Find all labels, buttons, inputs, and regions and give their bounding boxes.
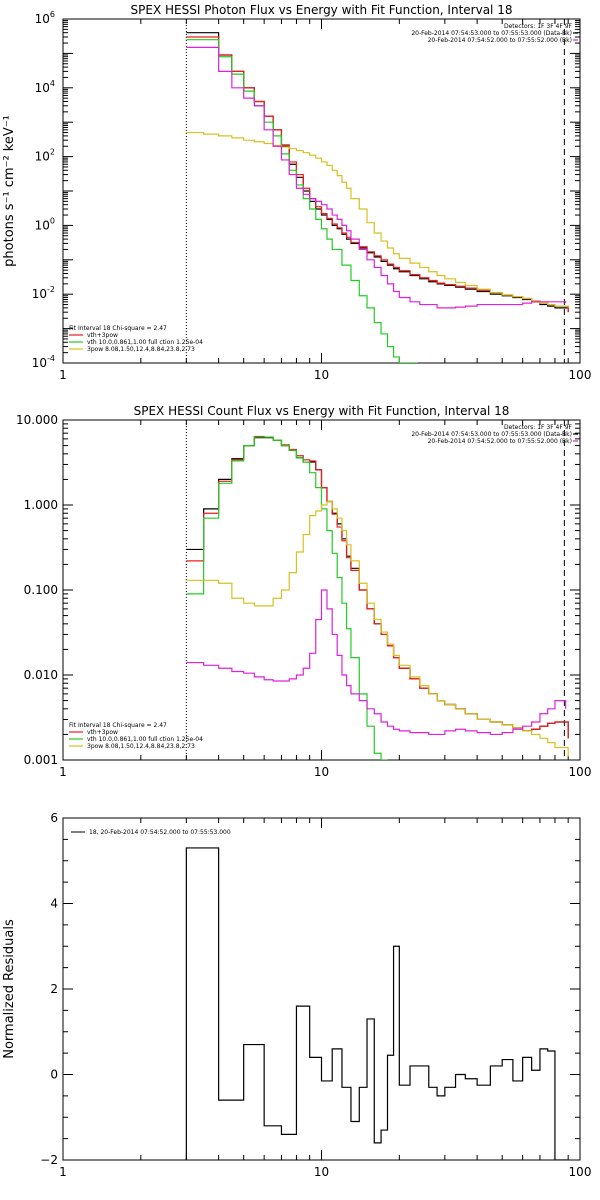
fit-legend-label: 3pow 8.08,1.50,12.4,8.84,23.8,2.73 xyxy=(87,743,195,750)
y-tick-label-exponent: 2 xyxy=(50,148,55,157)
y-tick-label: 10-2 xyxy=(32,285,55,301)
x-tick-label: 100 xyxy=(569,1165,592,1179)
y-tick-label: 1.000 xyxy=(24,498,58,512)
header-legend-line: 20-Feb-2014 07:54:52.000 to 07:55:52.000… xyxy=(428,37,572,44)
y-axis-label: photons s⁻¹ cm⁻² keV⁻¹ xyxy=(2,115,17,267)
residual-legend-label: 18, 20-Feb-2014 07:54:52.000 to 07:55:53… xyxy=(89,829,231,836)
fit-legend-header: Fit Interval 18 Chi-square = 2.47 xyxy=(69,722,167,729)
header-legend-line: Detectors: 1F 3F 4F 9F xyxy=(504,424,573,431)
y-tick-label: 10.000 xyxy=(16,413,58,427)
x-tick-label: 1 xyxy=(59,765,67,779)
y-tick-label-exponent: -2 xyxy=(47,285,55,294)
y-tick-label-exponent: 6 xyxy=(50,10,55,19)
y-tick-label-base: 10 xyxy=(35,150,50,164)
y-tick-label: 6 xyxy=(50,811,58,825)
chart-title: SPEX HESSI Count Flux vs Energy with Fit… xyxy=(134,404,510,418)
header-legend-line: 20-Feb-2014 07:54:53.000 to 07:55:53.000… xyxy=(411,431,572,438)
y-tick-label: 102 xyxy=(35,148,55,164)
data-series-1 xyxy=(186,437,569,739)
data-series-4 xyxy=(186,500,569,757)
y-tick-label-base: 10 xyxy=(32,287,47,301)
data-series-3 xyxy=(186,39,418,363)
y-tick-label: 10-4 xyxy=(32,354,55,370)
y-tick-label-base: 10 xyxy=(35,12,50,26)
fit-legend-label: 3pow 8.08,1.50,12.4,8.84,23.8,2.73 xyxy=(87,346,195,353)
y-tick-label: 0.010 xyxy=(24,668,58,682)
data-series-5 xyxy=(186,46,567,309)
data-series-5 xyxy=(186,589,567,736)
y-tick-label: 104 xyxy=(35,79,55,95)
data-series-2 xyxy=(186,435,569,739)
plot-frame xyxy=(62,817,581,1161)
y-tick-label: 2 xyxy=(50,982,58,996)
chart-panel-1: SPEX HESSI Photon Flux vs Energy with Fi… xyxy=(2,3,592,382)
header-legend-line: Detectors: 1F 3F 4F 9F xyxy=(504,23,573,30)
x-tick-label: 1 xyxy=(59,1165,67,1179)
y-tick-label-base: 10 xyxy=(32,356,47,370)
fit-legend-label: vth 10.0,0.861,1.00 full ction 1.25e-04 xyxy=(87,339,203,346)
y-tick-label-exponent: 0 xyxy=(50,216,55,225)
chart-title: SPEX HESSI Photon Flux vs Energy with Fi… xyxy=(131,3,513,17)
header-legend-line: 20-Feb-2014 07:54:53.000 to 07:55:53.000… xyxy=(411,30,572,37)
y-tick-label-exponent: 4 xyxy=(50,79,55,88)
series-group xyxy=(186,32,569,363)
fit-legend-label: vth 10.0,0.861,1.00 full ction 1.25e-04 xyxy=(87,736,203,743)
x-tick-label: 10 xyxy=(314,1165,329,1179)
x-tick-label: 100 xyxy=(569,765,592,779)
y-tick-label: 0.100 xyxy=(24,583,58,597)
data-series-1 xyxy=(185,847,569,1160)
chart-panel-2: SPEX HESSI Count Flux vs Energy with Fit… xyxy=(16,404,591,779)
plot-frame xyxy=(62,18,581,364)
y-tick-label: 0 xyxy=(50,1068,58,1082)
fit-legend-header: Fit Interval 18 Chi-square = 2.47 xyxy=(69,325,167,332)
y-tick-label: 100 xyxy=(35,216,55,232)
x-tick-label: 10 xyxy=(314,368,329,382)
y-tick-label: 4 xyxy=(50,897,58,911)
x-tick-label: 1 xyxy=(59,368,67,382)
fit-legend-label: vth+3pow xyxy=(87,729,118,736)
data-series-4 xyxy=(186,131,569,308)
fit-legend-label: vth+3pow xyxy=(87,332,118,339)
y-tick-label-exponent: -4 xyxy=(47,354,55,363)
data-series-3 xyxy=(186,436,388,760)
y-tick-label-base: 10 xyxy=(35,81,50,95)
x-tick-label: 10 xyxy=(314,765,329,779)
y-tick-label: 106 xyxy=(35,10,55,26)
y-tick-label: −2 xyxy=(40,1153,58,1167)
x-tick-label: 100 xyxy=(569,368,592,382)
y-axis-label: Normalized Residuals xyxy=(2,919,17,1059)
chart-panel-3: Normalized Residuals 1 10 100 −2 0 2 4 6 18, 20-F… xyxy=(2,811,591,1179)
y-tick-label: 0.001 xyxy=(24,753,58,767)
header-legend-line: 20-Feb-2014 07:54:52.000 to 07:55:52.000… xyxy=(428,438,572,445)
y-tick-label-base: 10 xyxy=(35,218,50,232)
series-group xyxy=(186,435,569,760)
series-group xyxy=(185,847,569,1160)
